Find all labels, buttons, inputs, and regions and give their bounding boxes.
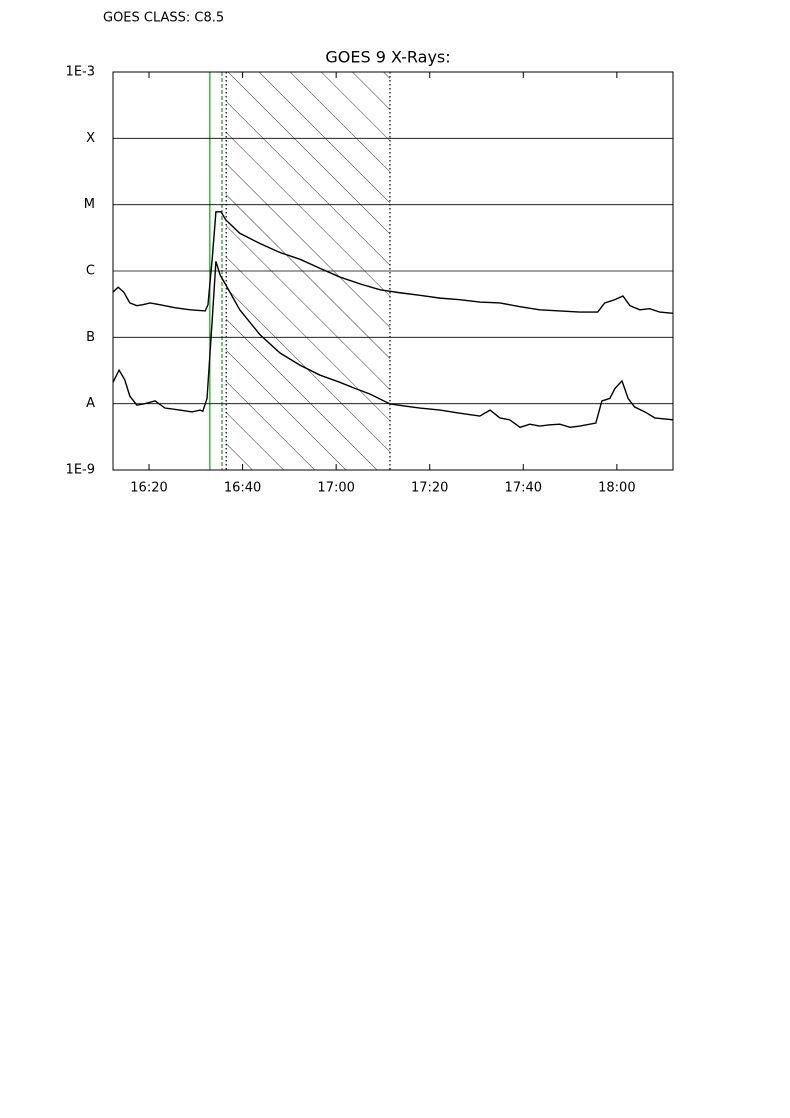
chart-title: GOES 9 X-Rays: [325,48,450,67]
series-line [113,261,673,429]
y-tick-label: A [86,396,95,411]
x-tick-label: 17:40 [505,481,542,496]
x-tick-label: 17:20 [411,481,448,496]
y-tick-label: X [86,131,95,146]
x-tick-label: 16:40 [224,481,261,496]
x-tick-label: 17:00 [317,481,354,496]
y-tick-label: 1E-3 [66,65,95,80]
y-tick-label: M [84,197,95,212]
y-tick-label: 1E-9 [66,463,95,478]
series-line [113,211,673,315]
header: GOES CLASS: C8.5 [103,11,224,26]
y-tick-label: C [86,264,95,279]
y-tick-label: B [86,330,95,345]
x-tick-label: 18:00 [598,481,635,496]
x-tick-label: 16:20 [130,481,167,496]
